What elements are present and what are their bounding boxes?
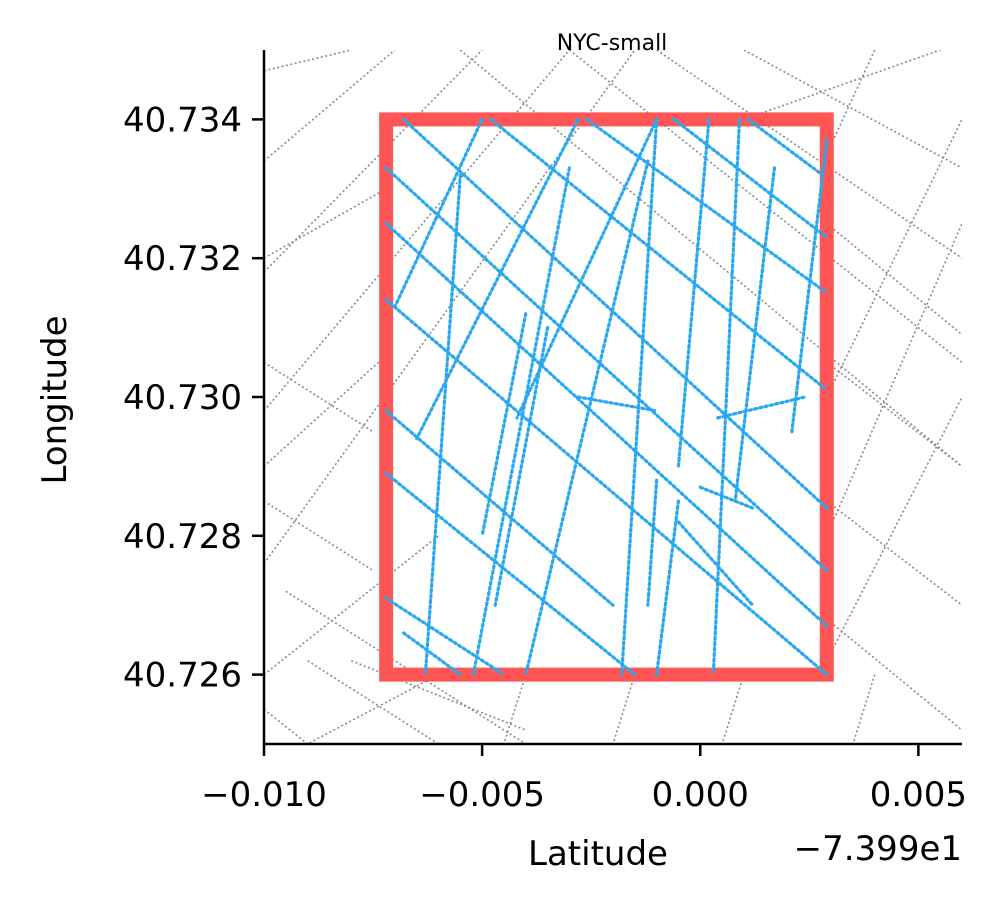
street-point-line (733, 166, 777, 503)
background-road (264, 50, 396, 162)
background-road (852, 674, 876, 744)
y-tick-label: 40.728 (123, 517, 242, 557)
background-road (264, 361, 374, 433)
y-tick-label: 40.732 (123, 239, 242, 279)
x-tick-label: 0.000 (652, 775, 749, 815)
y-tick-label: 40.726 (123, 656, 242, 696)
street-point-line (790, 138, 829, 434)
street-point-line (655, 499, 681, 677)
y-ticks: 40.726 40.728 40.730 40.732 40.734 (123, 100, 264, 696)
street-point-line (402, 117, 829, 510)
street-point-line (646, 478, 659, 607)
street-point-line (480, 312, 528, 538)
background-road (826, 119, 962, 398)
background-road (264, 708, 309, 744)
street-point-line (746, 117, 825, 177)
background-road (721, 674, 745, 744)
background-road (264, 50, 352, 72)
street-points (384, 117, 829, 677)
street-point-line (384, 221, 829, 628)
x-ticks: −0.010 −0.005 0.000 0.005 (201, 744, 967, 815)
background-road (656, 50, 962, 259)
street-point-line (676, 520, 755, 607)
background-road (826, 361, 962, 468)
x-tick-label: −0.005 (419, 775, 545, 815)
street-point-line (384, 298, 829, 677)
background-road (743, 50, 962, 169)
street-point-line (711, 117, 742, 677)
background-road (307, 673, 439, 744)
street-point-line (393, 117, 484, 309)
x-tick-label: −0.010 (201, 775, 327, 815)
street-point-line (672, 117, 829, 239)
background-road (503, 674, 527, 744)
street-point-line (698, 485, 755, 510)
background-road (264, 50, 636, 565)
street-point-line (471, 166, 571, 677)
background-road (826, 618, 962, 731)
street-point-line (524, 159, 650, 677)
background-road (826, 223, 962, 537)
background-road (826, 500, 962, 606)
street-point-line (585, 117, 829, 295)
y-axis-label: Longitude (35, 315, 75, 484)
background-roads (264, 50, 962, 744)
street-point-line (620, 117, 659, 677)
street-point-line (402, 631, 462, 677)
background-road (826, 396, 962, 662)
x-offset-label: −7.399e1 (794, 829, 962, 869)
street-point-line (415, 117, 580, 441)
street-point-line (489, 117, 829, 392)
background-road (264, 535, 439, 676)
street-point-line (676, 117, 711, 468)
y-tick-label: 40.734 (123, 100, 242, 140)
x-axis-label: Latitude (528, 834, 668, 874)
y-tick-label: 40.730 (123, 378, 242, 418)
chart-title: NYC-small (557, 31, 668, 56)
background-road (568, 50, 962, 363)
background-road (264, 354, 387, 467)
street-point-line (493, 326, 550, 607)
street-point-line (384, 471, 637, 677)
street-point-line (384, 596, 506, 677)
street-point-line (384, 166, 829, 573)
background-road (264, 188, 387, 259)
background-road (826, 50, 876, 155)
bounding-box (379, 112, 834, 682)
background-road (612, 674, 636, 744)
street-point-line (423, 173, 462, 677)
background-road (307, 660, 439, 744)
background-road (264, 500, 374, 572)
x-tick-label: 0.005 (870, 775, 967, 815)
street-point-line (576, 395, 659, 413)
background-road (743, 50, 941, 121)
street-point-line (384, 409, 615, 607)
background-road (826, 222, 962, 336)
street-point-line (716, 395, 807, 420)
